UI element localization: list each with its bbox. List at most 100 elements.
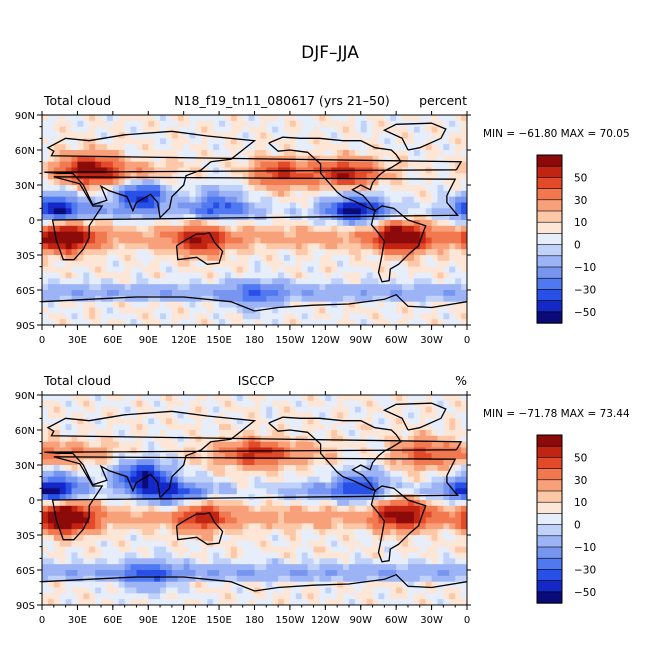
field-cell bbox=[272, 424, 279, 431]
field-cell bbox=[101, 552, 108, 559]
field-cell bbox=[443, 540, 450, 548]
field-cell bbox=[177, 196, 185, 204]
field-cell bbox=[42, 505, 49, 513]
field-cell bbox=[47, 435, 55, 443]
field-cell bbox=[413, 412, 421, 419]
field-cell bbox=[59, 540, 67, 548]
field-cell bbox=[337, 435, 344, 443]
field-cell bbox=[47, 208, 55, 215]
field-cell bbox=[425, 476, 433, 484]
field-cell bbox=[449, 505, 456, 513]
field-cell bbox=[89, 155, 96, 163]
field-cell bbox=[319, 476, 326, 484]
field-cell bbox=[101, 441, 108, 449]
field-cell bbox=[402, 249, 409, 256]
field-cell bbox=[53, 167, 61, 174]
field-cell bbox=[260, 179, 267, 186]
field-cell bbox=[337, 535, 344, 542]
field-cell bbox=[278, 412, 285, 419]
field-cell bbox=[65, 138, 73, 145]
field-cell bbox=[354, 540, 362, 548]
field-cell bbox=[83, 500, 90, 507]
field-cell bbox=[366, 412, 374, 419]
field-cell bbox=[325, 120, 332, 128]
field-cell bbox=[384, 155, 391, 163]
field-cell bbox=[461, 500, 467, 507]
field-cell bbox=[331, 307, 338, 314]
field-cell bbox=[207, 301, 214, 309]
field-cell bbox=[396, 482, 403, 489]
field-cell bbox=[278, 150, 285, 157]
field-cell bbox=[148, 465, 155, 472]
field-cell bbox=[47, 459, 55, 466]
field-cell bbox=[106, 278, 114, 285]
field-cell bbox=[230, 453, 238, 460]
field-cell bbox=[295, 535, 303, 542]
field-cell bbox=[224, 535, 232, 542]
field-cell bbox=[354, 307, 362, 314]
field-cell bbox=[354, 278, 362, 285]
field-cell bbox=[219, 179, 226, 186]
field-cell bbox=[224, 470, 232, 478]
field-cell bbox=[189, 225, 197, 233]
field-cell bbox=[343, 453, 350, 460]
field-cell bbox=[449, 494, 456, 501]
field-cell bbox=[331, 319, 338, 325]
field-cell bbox=[443, 120, 450, 128]
field-cell bbox=[101, 319, 108, 325]
field-cell bbox=[272, 220, 279, 227]
field-cell bbox=[189, 459, 197, 466]
field-cell bbox=[201, 173, 208, 180]
field-cell bbox=[272, 570, 279, 577]
field-cell bbox=[266, 430, 273, 437]
field-cell bbox=[431, 494, 439, 501]
field-cell bbox=[402, 126, 409, 134]
field-cell bbox=[248, 430, 256, 437]
field-cell bbox=[142, 295, 149, 303]
field-cell bbox=[112, 126, 120, 134]
field-cell bbox=[295, 243, 303, 250]
field-cell bbox=[160, 511, 167, 519]
field-cell bbox=[360, 190, 368, 198]
field-cell bbox=[425, 465, 433, 472]
field-cell bbox=[301, 144, 309, 151]
field-cell bbox=[89, 115, 96, 122]
field-cell bbox=[77, 447, 84, 454]
field-cell bbox=[289, 266, 297, 274]
field-cell bbox=[59, 120, 67, 128]
field-cell bbox=[219, 132, 226, 139]
field-cell bbox=[118, 575, 126, 583]
field-cell bbox=[242, 488, 250, 495]
field-cell bbox=[461, 185, 467, 192]
field-cell bbox=[47, 255, 55, 262]
field-cell bbox=[289, 173, 297, 180]
field-cell bbox=[130, 319, 138, 325]
field-cell bbox=[42, 214, 49, 221]
field-cell bbox=[248, 120, 256, 128]
field-cell bbox=[348, 400, 356, 408]
field-cell bbox=[89, 529, 96, 536]
left-label: Total cloud bbox=[43, 93, 111, 108]
field-cell bbox=[260, 441, 267, 449]
field-cell bbox=[431, 272, 439, 279]
field-cell bbox=[95, 161, 102, 169]
field-cell bbox=[343, 319, 350, 325]
colorbar-label: −10 bbox=[574, 262, 596, 274]
field-cell bbox=[295, 430, 303, 437]
field-cell bbox=[307, 319, 315, 325]
field-cell bbox=[130, 488, 138, 495]
field-cell bbox=[171, 144, 179, 151]
field-cell bbox=[89, 412, 96, 419]
field-cell bbox=[278, 395, 285, 402]
field-cell bbox=[171, 278, 179, 285]
field-cell bbox=[142, 476, 149, 484]
field-cell bbox=[142, 202, 149, 209]
field-cell bbox=[160, 500, 167, 507]
field-cell bbox=[101, 237, 108, 244]
field-cell bbox=[65, 395, 73, 402]
field-cell bbox=[419, 517, 427, 524]
field-cell bbox=[136, 517, 143, 524]
field-cell bbox=[201, 231, 208, 239]
field-cell bbox=[242, 301, 250, 309]
field-cell bbox=[53, 511, 61, 519]
